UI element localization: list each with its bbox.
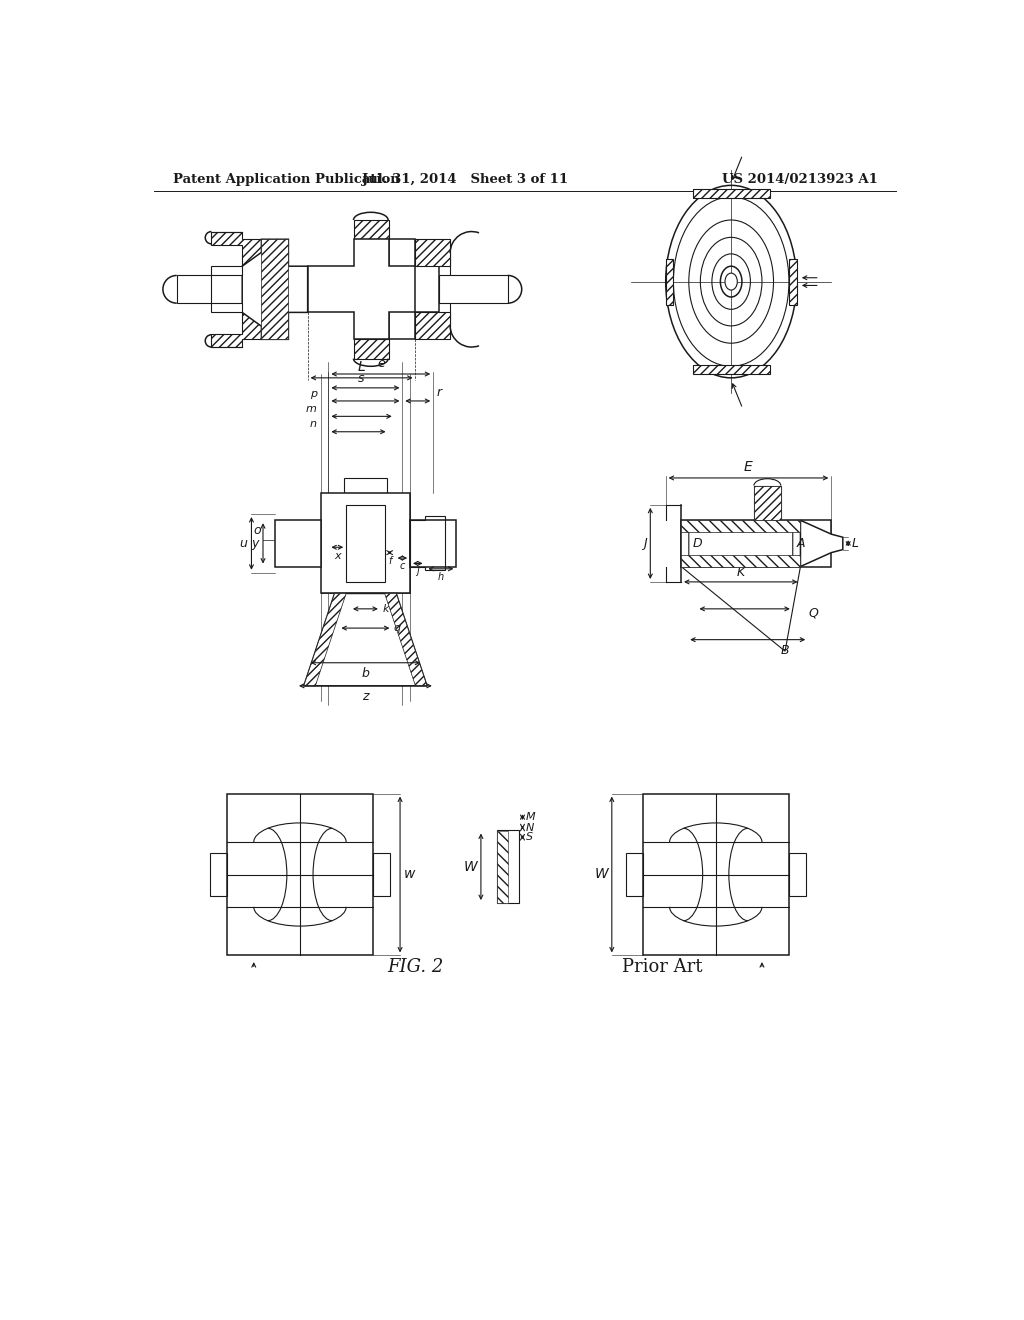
Polygon shape: [385, 594, 427, 686]
Polygon shape: [666, 259, 674, 305]
Polygon shape: [274, 520, 321, 566]
Polygon shape: [801, 520, 843, 566]
Text: c: c: [399, 561, 406, 572]
Polygon shape: [211, 231, 261, 267]
Bar: [626, 853, 643, 896]
Bar: [788, 853, 806, 896]
Polygon shape: [388, 239, 438, 339]
Text: o: o: [253, 524, 261, 537]
Text: Patent Application Publication: Patent Application Publication: [173, 173, 399, 186]
Text: x: x: [334, 552, 341, 561]
Polygon shape: [410, 520, 457, 566]
Text: M: M: [525, 812, 536, 822]
Text: J: J: [643, 537, 646, 550]
Bar: [438, 276, 508, 304]
Text: p: p: [310, 388, 316, 399]
Text: h: h: [438, 572, 444, 582]
Text: FIG. 2: FIG. 2: [387, 958, 443, 975]
Polygon shape: [304, 594, 427, 686]
Polygon shape: [755, 486, 781, 520]
Text: Q: Q: [808, 606, 818, 619]
Polygon shape: [307, 239, 416, 339]
Polygon shape: [416, 239, 451, 267]
Polygon shape: [416, 313, 451, 339]
Bar: [497, 830, 518, 903]
Text: f: f: [388, 556, 391, 566]
Polygon shape: [692, 189, 770, 198]
Bar: [681, 520, 831, 566]
Text: E: E: [744, 461, 753, 474]
Text: u: u: [240, 537, 248, 550]
Polygon shape: [243, 239, 307, 339]
Text: e: e: [377, 358, 385, 370]
Text: q: q: [394, 623, 401, 634]
Ellipse shape: [725, 273, 737, 290]
Text: S: S: [525, 832, 532, 842]
Polygon shape: [321, 494, 410, 594]
Text: z: z: [362, 689, 369, 702]
Polygon shape: [177, 267, 243, 313]
Text: m: m: [306, 404, 316, 414]
Text: A: A: [797, 537, 805, 550]
Text: b: b: [361, 667, 370, 680]
Text: j: j: [417, 566, 419, 577]
Polygon shape: [681, 554, 801, 566]
Text: B: B: [780, 644, 790, 656]
Text: s: s: [358, 372, 365, 385]
Text: n: n: [310, 420, 316, 429]
Polygon shape: [321, 494, 410, 594]
Polygon shape: [346, 506, 385, 582]
Text: N: N: [525, 822, 534, 833]
Text: W: W: [594, 867, 608, 882]
Polygon shape: [755, 486, 781, 520]
Polygon shape: [354, 220, 388, 239]
Polygon shape: [261, 239, 289, 339]
Polygon shape: [497, 830, 508, 903]
Bar: [373, 853, 390, 896]
Text: K: K: [736, 566, 744, 579]
Bar: [210, 853, 226, 896]
Polygon shape: [304, 594, 346, 686]
Text: w: w: [403, 867, 416, 882]
Text: r: r: [437, 385, 442, 399]
Text: W: W: [463, 859, 477, 874]
Text: Prior Art: Prior Art: [622, 958, 702, 975]
Polygon shape: [692, 364, 770, 374]
Polygon shape: [211, 313, 261, 347]
Text: L: L: [851, 537, 858, 550]
Text: y: y: [252, 537, 259, 550]
Text: Jul. 31, 2014   Sheet 3 of 11: Jul. 31, 2014 Sheet 3 of 11: [362, 173, 568, 186]
Text: US 2014/0213923 A1: US 2014/0213923 A1: [722, 173, 878, 186]
Polygon shape: [681, 520, 801, 532]
Text: k: k: [382, 603, 389, 614]
Polygon shape: [344, 478, 387, 494]
Polygon shape: [354, 339, 388, 359]
Text: L: L: [357, 360, 366, 374]
Polygon shape: [788, 259, 797, 305]
Bar: [643, 793, 788, 956]
Text: D: D: [692, 537, 702, 550]
Text: d: d: [361, 529, 369, 539]
Bar: [226, 793, 373, 956]
